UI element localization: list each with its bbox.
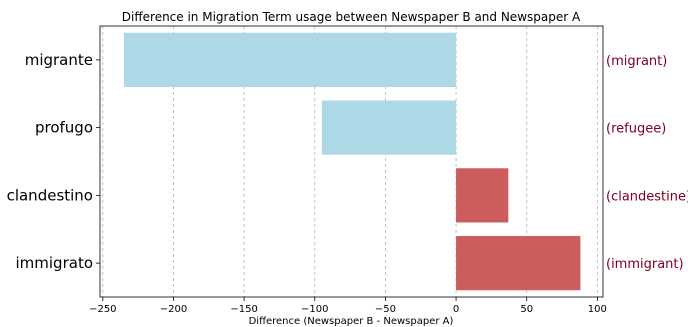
bar-migrante <box>124 32 457 87</box>
bar-clandestino <box>456 168 509 223</box>
plot-frame <box>99 25 604 298</box>
x-tick-label-3: −100 <box>301 304 328 315</box>
annotation-label-2: (clandestine) <box>606 189 688 204</box>
x-axis-label: Difference (Newspaper B - Newspaper A) <box>249 316 454 327</box>
x-tick-label-6: 50 <box>520 304 533 315</box>
annotation-label-3: (immigrant) <box>606 257 684 272</box>
x-ticks: −250 −200 −150 −100 −50 0 50 100 <box>89 297 607 315</box>
x-tick-label-5: 0 <box>453 304 459 315</box>
x-tick-label-4: −50 <box>375 304 396 315</box>
annotation-labels: (migrant) (refugee) (clandestine) (immigran… <box>606 54 688 272</box>
x-tick-label-1: −200 <box>160 304 187 315</box>
x-tick-label-2: −150 <box>230 304 257 315</box>
bar-immigrato <box>456 236 581 291</box>
bars <box>124 32 581 291</box>
category-labels: migrante profugo clandestino immigrato <box>7 51 100 272</box>
annotation-label-0: (migrant) <box>606 54 667 69</box>
bar-profugo <box>321 100 457 155</box>
category-label-profugo: profugo <box>35 119 93 137</box>
category-label-clandestino: clandestino <box>7 186 93 204</box>
category-label-migrante: migrante <box>25 51 93 69</box>
x-tick-label-7: 100 <box>588 304 607 315</box>
annotation-label-1: (refugee) <box>606 122 666 137</box>
x-tick-label-0: −250 <box>89 304 116 315</box>
category-label-immigrato: immigrato <box>16 254 94 272</box>
chart-title: Difference in Migration Term usage betwe… <box>122 10 581 24</box>
